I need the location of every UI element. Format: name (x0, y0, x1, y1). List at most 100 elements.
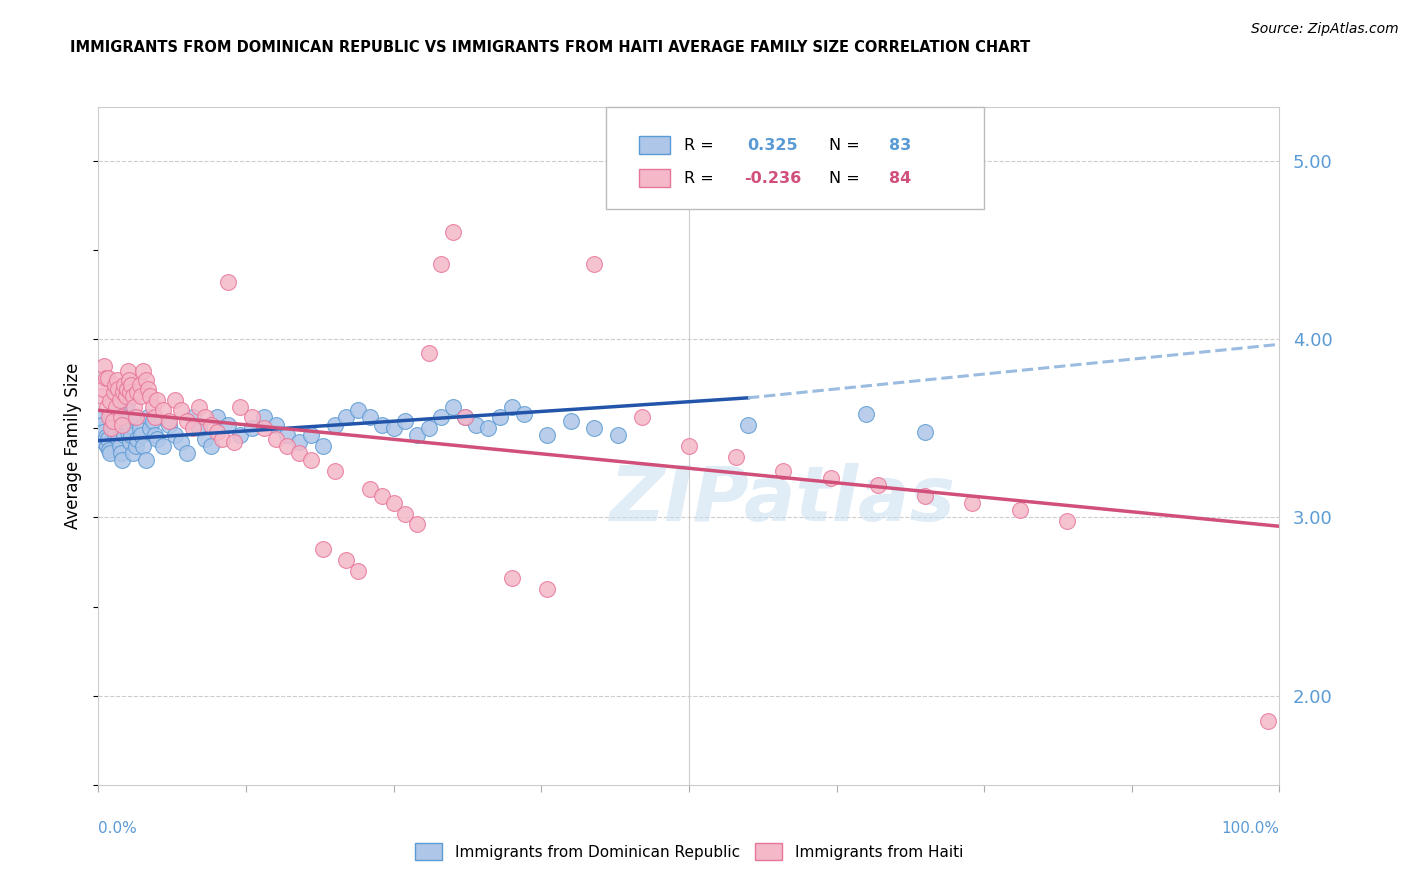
Point (607, 428, 630, 442)
Text: 84: 84 (889, 170, 911, 186)
Point (98, 410, 121, 425)
Point (114, 403, 136, 417)
Text: 0.325: 0.325 (747, 137, 797, 153)
Point (288, 446, 311, 460)
Point (107, 382, 129, 396)
Point (132, 364, 155, 378)
Point (91, 425, 114, 439)
Point (103, 385, 125, 400)
Point (117, 425, 139, 439)
Point (394, 414, 416, 428)
Point (152, 403, 174, 417)
Point (122, 410, 145, 425)
Point (97, 432, 120, 446)
Legend: Immigrants from Dominican Republic, Immigrants from Haiti: Immigrants from Dominican Republic, Immi… (409, 837, 969, 866)
Point (371, 417, 394, 432)
Point (135, 373, 157, 387)
Point (91, 389, 114, 403)
Point (253, 421, 276, 435)
Point (93, 359, 115, 373)
Point (121, 446, 143, 460)
Point (211, 432, 233, 446)
Point (430, 410, 453, 425)
Point (200, 417, 222, 432)
Point (465, 417, 488, 432)
Point (117, 364, 139, 378)
FancyBboxPatch shape (606, 107, 984, 209)
Text: IMMIGRANTS FROM DOMINICAN REPUBLIC VS IMMIGRANTS FROM HAITI AVERAGE FAMILY SIZE : IMMIGRANTS FROM DOMINICAN REPUBLIC VS IM… (70, 40, 1031, 55)
Point (737, 417, 759, 432)
Point (240, 421, 263, 435)
Point (187, 400, 209, 414)
Point (105, 407, 128, 421)
Point (382, 496, 405, 510)
Point (104, 428, 127, 442)
Point (725, 450, 748, 464)
Text: 100.0%: 100.0% (1222, 821, 1279, 836)
Point (200, 439, 222, 453)
Point (240, 410, 263, 425)
Point (115, 382, 138, 396)
Point (142, 400, 165, 414)
Point (129, 389, 152, 403)
Point (110, 446, 132, 460)
Point (112, 385, 135, 400)
Point (98, 394, 121, 409)
Point (129, 428, 152, 442)
Point (152, 439, 174, 453)
Point (93, 435, 115, 450)
Point (347, 564, 370, 578)
Point (371, 489, 394, 503)
Point (112, 417, 135, 432)
Point (477, 421, 499, 435)
Point (323, 464, 346, 478)
Text: N =: N = (830, 137, 865, 153)
Point (264, 417, 287, 432)
Point (139, 421, 162, 435)
Point (146, 392, 169, 407)
Point (118, 373, 141, 387)
Point (165, 428, 187, 442)
Point (125, 410, 148, 425)
Point (108, 392, 131, 407)
Point (855, 407, 877, 421)
Point (100, 412, 122, 426)
Point (536, 582, 558, 596)
Point (312, 439, 335, 453)
Point (441, 400, 464, 414)
Point (176, 414, 198, 428)
Point (418, 346, 440, 360)
Point (101, 414, 124, 428)
Point (194, 432, 217, 446)
Point (135, 453, 157, 467)
Point (276, 439, 298, 453)
Point (132, 439, 155, 453)
Point (120, 385, 142, 400)
Point (1257, 714, 1279, 728)
Point (107, 432, 129, 446)
Point (114, 389, 136, 403)
Point (583, 257, 606, 271)
Point (181, 410, 204, 425)
Point (406, 428, 429, 442)
Point (253, 410, 276, 425)
Point (205, 410, 228, 425)
Point (536, 428, 558, 442)
Point (128, 421, 150, 435)
Point (678, 439, 700, 453)
Point (98, 446, 121, 460)
Point (157, 414, 180, 428)
Point (143, 428, 166, 442)
Point (820, 471, 842, 485)
Point (501, 571, 523, 585)
Point (217, 417, 239, 432)
Point (105, 400, 128, 414)
Text: 83: 83 (889, 137, 911, 153)
Point (96, 400, 118, 414)
Point (136, 382, 159, 396)
Point (157, 417, 180, 432)
Point (91, 417, 114, 432)
Point (453, 410, 475, 425)
Point (121, 389, 143, 403)
Point (170, 403, 193, 417)
